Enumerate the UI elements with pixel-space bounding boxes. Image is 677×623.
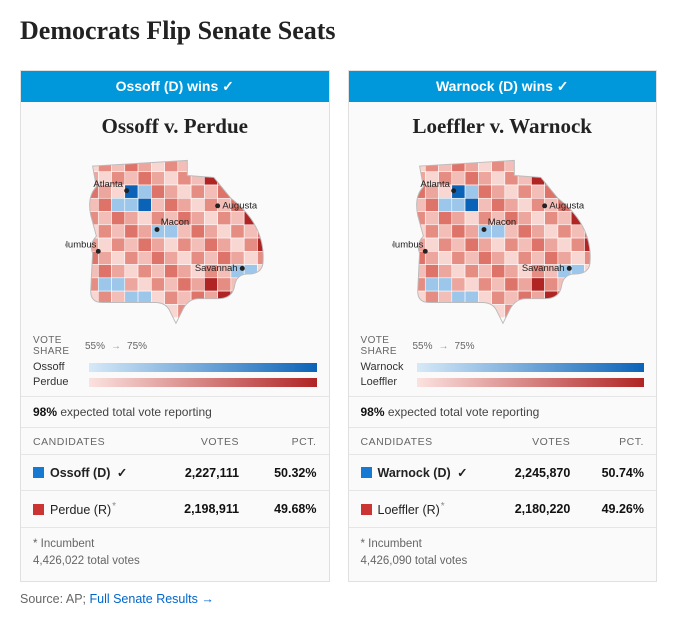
legend-row-dem: Warnock: [361, 361, 645, 373]
svg-text:Savannah: Savannah: [522, 263, 565, 274]
map-wrap: Atlanta Augusta Macon Columbus Savannah: [349, 145, 657, 335]
candidate-cell: Warnock (D) ✓: [349, 455, 494, 491]
pct-cell: 50.74%: [582, 455, 656, 491]
col-candidates: CANDIDATES: [349, 428, 494, 455]
total-votes: 4,426,022 total votes: [33, 553, 317, 570]
reporting-line: 98% expected total vote reporting: [349, 396, 657, 427]
georgia-map: Atlanta Augusta Macon Columbus Savannah: [392, 149, 612, 329]
arrow-icon: →: [111, 341, 121, 352]
pct-cell: 49.26%: [582, 491, 656, 528]
party-swatch: [33, 467, 44, 478]
winner-banner: Warnock (D) wins ✓: [349, 71, 657, 102]
svg-text:Columbus: Columbus: [65, 240, 97, 251]
check-icon: ✓: [454, 466, 468, 480]
table-row: Perdue (R)* 2,198,911 49.68%: [21, 491, 329, 528]
votes-cell: 2,227,111: [159, 455, 251, 491]
reporting-line: 98% expected total vote reporting: [21, 396, 329, 427]
legend-low: 55%: [413, 341, 433, 352]
table-row: Loeffler (R)* 2,180,220 49.26%: [349, 491, 657, 528]
votes-cell: 2,180,220: [494, 491, 582, 528]
source-prefix: Source: AP;: [20, 592, 89, 606]
incumbent-note: * Incumbent: [33, 536, 317, 553]
legend-label: VOTE SHARE: [33, 335, 75, 357]
legend-high: 75%: [455, 341, 475, 352]
map-wrap: Atlanta Augusta Macon Columbus Savannah: [21, 145, 329, 335]
vote-share-legend: VOTE SHARE 55% → 75% Ossoff Perdue: [21, 335, 329, 396]
pct-cell: 50.32%: [251, 455, 328, 491]
candidate-cell: Loeffler (R)*: [349, 491, 494, 528]
races-container: Ossoff (D) wins ✓ Ossoff v. Perdue Atlan…: [20, 70, 657, 582]
incumbent-asterisk: *: [112, 501, 116, 512]
party-swatch: [33, 504, 44, 515]
svg-text:Savannah: Savannah: [195, 263, 238, 274]
card-footer: * Incumbent 4,426,090 total votes: [349, 528, 657, 581]
full-results-link[interactable]: Full Senate Results →: [89, 592, 213, 606]
table-row: Warnock (D) ✓ 2,245,870 50.74%: [349, 455, 657, 491]
svg-text:Augusta: Augusta: [550, 201, 585, 212]
svg-text:Atlanta: Atlanta: [421, 179, 451, 190]
results-table: CANDIDATES VOTES PCT. Ossoff (D) ✓ 2,227…: [21, 427, 329, 528]
incumbent-note: * Incumbent: [361, 536, 645, 553]
legend-high: 75%: [127, 341, 147, 352]
svg-text:Macon: Macon: [161, 217, 189, 228]
votes-cell: 2,245,870: [494, 455, 582, 491]
legend-row-dem: Ossoff: [33, 361, 317, 373]
results-table: CANDIDATES VOTES PCT. Warnock (D) ✓ 2,24…: [349, 427, 657, 528]
race-title: Ossoff v. Perdue: [21, 102, 329, 145]
col-pct: PCT.: [582, 428, 656, 455]
table-row: Ossoff (D) ✓ 2,227,111 50.32%: [21, 455, 329, 491]
votes-cell: 2,198,911: [159, 491, 251, 528]
page-headline: Democrats Flip Senate Seats: [20, 16, 657, 46]
candidate-cell: Ossoff (D) ✓: [21, 455, 159, 491]
svg-text:Augusta: Augusta: [222, 201, 257, 212]
svg-text:Macon: Macon: [488, 217, 516, 228]
svg-text:Atlanta: Atlanta: [93, 179, 123, 190]
party-swatch: [361, 504, 372, 515]
source-line: Source: AP; Full Senate Results →: [20, 592, 657, 606]
incumbent-asterisk: *: [441, 501, 445, 512]
svg-text:Columbus: Columbus: [392, 240, 424, 251]
legend-row-rep: Loeffler: [361, 376, 645, 388]
race-card: Warnock (D) wins ✓ Loeffler v. Warnock A…: [348, 70, 658, 582]
winner-banner: Ossoff (D) wins ✓: [21, 71, 329, 102]
race-card: Ossoff (D) wins ✓ Ossoff v. Perdue Atlan…: [20, 70, 330, 582]
col-votes: VOTES: [159, 428, 251, 455]
col-votes: VOTES: [494, 428, 582, 455]
pct-cell: 49.68%: [251, 491, 328, 528]
legend-row-rep: Perdue: [33, 376, 317, 388]
vote-share-legend: VOTE SHARE 55% → 75% Warnock Loeffler: [349, 335, 657, 396]
legend-low: 55%: [85, 341, 105, 352]
col-pct: PCT.: [251, 428, 328, 455]
georgia-map: Atlanta Augusta Macon Columbus Savannah: [65, 149, 285, 329]
candidate-cell: Perdue (R)*: [21, 491, 159, 528]
party-swatch: [361, 467, 372, 478]
col-candidates: CANDIDATES: [21, 428, 159, 455]
check-icon: ✓: [113, 466, 127, 480]
total-votes: 4,426,090 total votes: [361, 553, 645, 570]
card-footer: * Incumbent 4,426,022 total votes: [21, 528, 329, 581]
legend-label: VOTE SHARE: [361, 335, 403, 357]
arrow-icon: →: [439, 341, 449, 352]
race-title: Loeffler v. Warnock: [349, 102, 657, 145]
